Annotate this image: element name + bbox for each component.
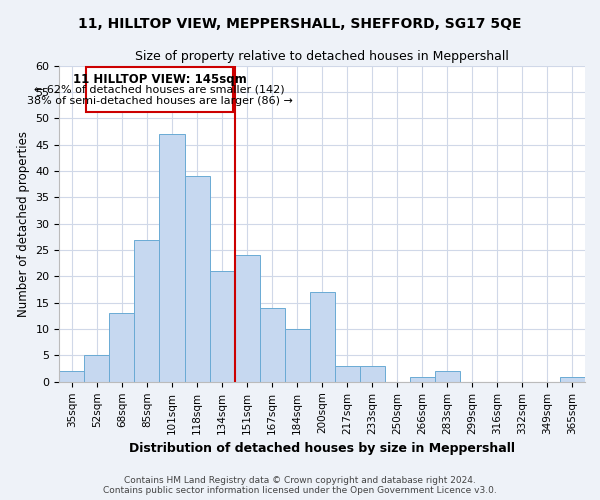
- Bar: [560, 376, 585, 382]
- Title: Size of property relative to detached houses in Meppershall: Size of property relative to detached ho…: [135, 50, 509, 63]
- Bar: [109, 314, 134, 382]
- Text: Contains HM Land Registry data © Crown copyright and database right 2024.
Contai: Contains HM Land Registry data © Crown c…: [103, 476, 497, 495]
- Bar: [410, 376, 435, 382]
- X-axis label: Distribution of detached houses by size in Meppershall: Distribution of detached houses by size …: [129, 442, 515, 455]
- Bar: [209, 271, 235, 382]
- Bar: [59, 372, 85, 382]
- Y-axis label: Number of detached properties: Number of detached properties: [17, 130, 30, 316]
- FancyBboxPatch shape: [86, 66, 233, 112]
- Text: 11, HILLTOP VIEW, MEPPERSHALL, SHEFFORD, SG17 5QE: 11, HILLTOP VIEW, MEPPERSHALL, SHEFFORD,…: [78, 18, 522, 32]
- Text: ← 62% of detached houses are smaller (142): ← 62% of detached houses are smaller (14…: [34, 84, 285, 94]
- Bar: [160, 134, 185, 382]
- Bar: [435, 372, 460, 382]
- Bar: [235, 256, 260, 382]
- Bar: [310, 292, 335, 382]
- Bar: [260, 308, 284, 382]
- Bar: [85, 356, 109, 382]
- Bar: [335, 366, 360, 382]
- Bar: [134, 240, 160, 382]
- Text: 11 HILLTOP VIEW: 145sqm: 11 HILLTOP VIEW: 145sqm: [73, 73, 247, 86]
- Bar: [185, 176, 209, 382]
- Bar: [284, 329, 310, 382]
- Bar: [360, 366, 385, 382]
- Text: 38% of semi-detached houses are larger (86) →: 38% of semi-detached houses are larger (…: [26, 96, 292, 106]
